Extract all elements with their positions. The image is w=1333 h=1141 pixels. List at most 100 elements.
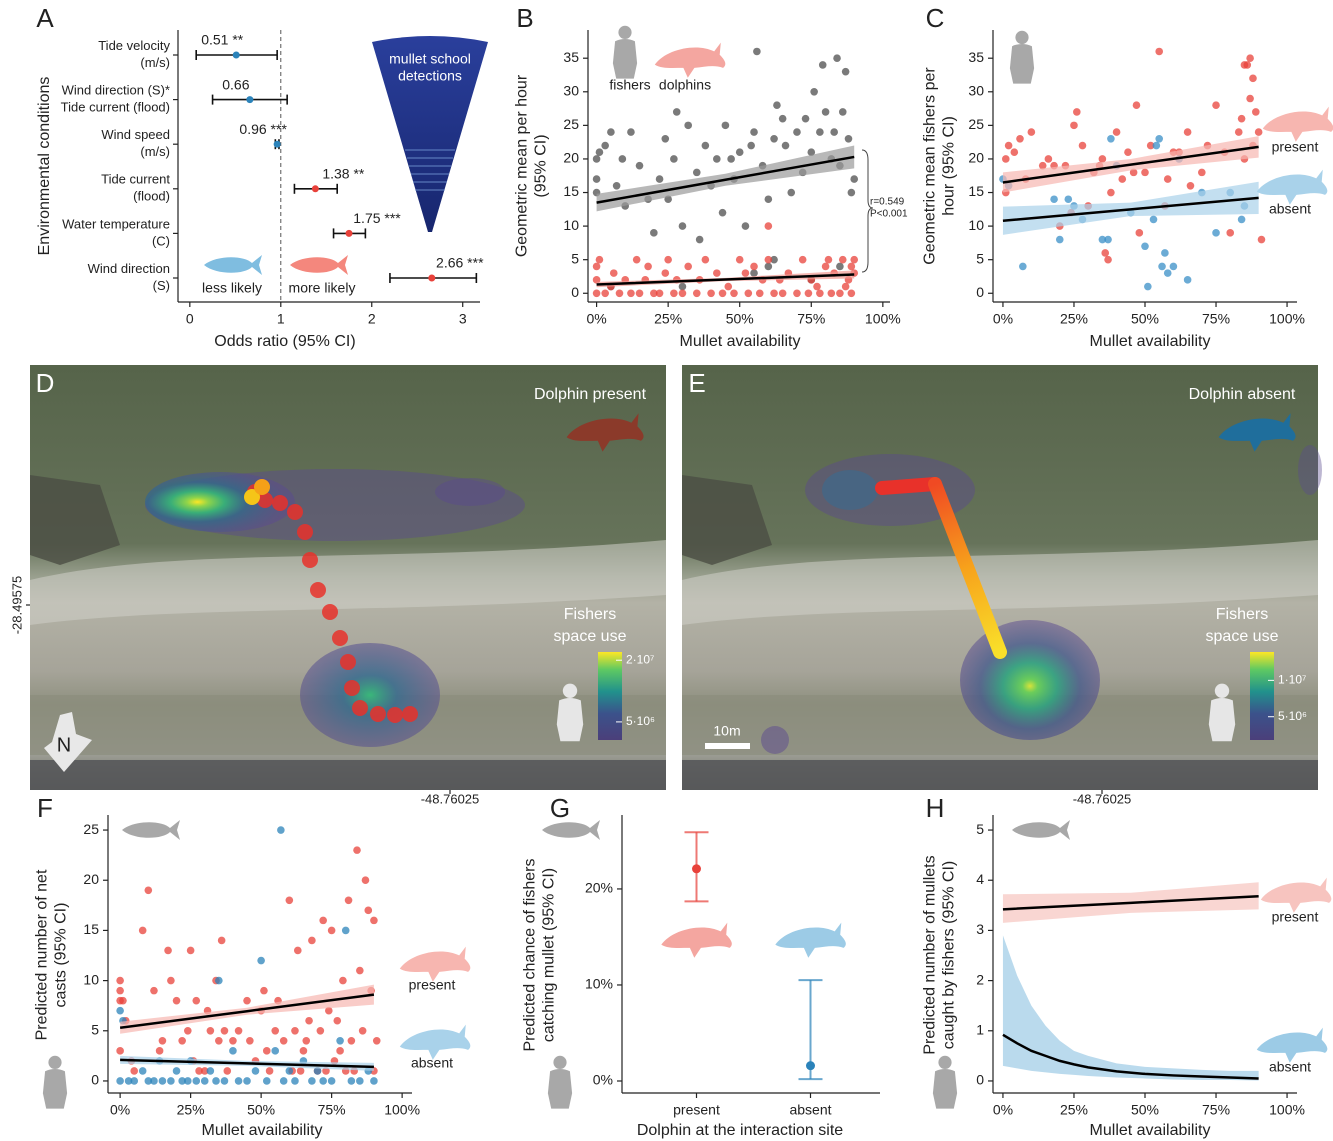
- point: [277, 826, 285, 834]
- point: [735, 148, 744, 157]
- point: [592, 175, 601, 183]
- point: [293, 946, 302, 955]
- legend-title: Fishers: [1216, 606, 1268, 623]
- point: [285, 896, 294, 905]
- dolphin-icon: [399, 946, 471, 982]
- point: [1104, 255, 1112, 264]
- point: [364, 906, 373, 915]
- point: [678, 289, 687, 298]
- point: [234, 1026, 243, 1035]
- point: [701, 141, 710, 150]
- point: [178, 1077, 186, 1085]
- point: [144, 1077, 153, 1085]
- point: [158, 1077, 167, 1085]
- y-tick-label: 20: [563, 150, 579, 166]
- panel-letter: G: [550, 793, 570, 823]
- panel-letter: H: [926, 793, 945, 823]
- y-tick-label: 3: [976, 921, 984, 937]
- point: [130, 1067, 139, 1075]
- point: [1070, 121, 1078, 130]
- point: [607, 128, 615, 136]
- point: [215, 1037, 223, 1045]
- dolphin-icon: [1218, 413, 1296, 452]
- point: [206, 1026, 215, 1035]
- point: [650, 229, 658, 237]
- y-tick-label: 30: [968, 82, 984, 98]
- y-tick-label: 1: [976, 1021, 984, 1037]
- x-tick-label: 0: [186, 311, 194, 327]
- y-tick-label: 0: [91, 1072, 99, 1088]
- y-tick-label: 10: [968, 217, 984, 233]
- point: [155, 1047, 164, 1055]
- value-label: 1.75 ***: [353, 210, 401, 226]
- y-tick-label: Water temperature: [62, 216, 170, 231]
- point: [271, 1026, 280, 1035]
- x-tick-label: 50%: [726, 311, 754, 327]
- track-point: [344, 680, 360, 696]
- point: [764, 195, 773, 204]
- track-point: [340, 654, 356, 670]
- dolphin-icon: [775, 922, 846, 958]
- fisher-body: [42, 1069, 68, 1109]
- y-tick-label: 0: [571, 284, 579, 300]
- point: [220, 1077, 229, 1085]
- point: [291, 1026, 299, 1035]
- point: [1249, 74, 1257, 83]
- point: [701, 255, 710, 264]
- point: [1237, 215, 1246, 224]
- point: [601, 289, 609, 298]
- dolphin-icon: [566, 413, 644, 452]
- fisher-icon: [612, 25, 638, 79]
- point: [265, 1067, 274, 1075]
- y-axis-label: Geometric mean per hour: [514, 74, 531, 257]
- point: [744, 289, 753, 298]
- point: [1246, 54, 1254, 63]
- density: [761, 726, 789, 754]
- point: [212, 1077, 220, 1085]
- track-point: [302, 552, 318, 568]
- point: [279, 1037, 288, 1045]
- point: [1169, 262, 1178, 271]
- point: [750, 262, 758, 271]
- point: [787, 188, 796, 197]
- point: [172, 996, 181, 1005]
- point: [1064, 195, 1073, 204]
- y-tick-label: (S): [153, 278, 170, 293]
- breakwater: [30, 760, 666, 790]
- point: [1027, 128, 1036, 136]
- fisher-icon: [556, 683, 584, 742]
- legend-label: absent: [1269, 1059, 1311, 1075]
- y-axis-label: Environmental conditions: [36, 77, 53, 256]
- point: [644, 262, 652, 271]
- point: [1183, 276, 1192, 284]
- x-axis-label: Mullet availability: [202, 1122, 323, 1139]
- y-tick-label: Wind direction (S)*: [62, 83, 170, 98]
- point: [353, 846, 361, 854]
- point: [778, 289, 787, 298]
- y-tick-label: (m/s): [140, 144, 170, 159]
- point: [615, 289, 624, 298]
- y-axis-label: Predicted number of net: [34, 869, 51, 1040]
- point: [229, 1037, 237, 1045]
- point: [316, 1026, 325, 1035]
- panel-letter: E: [688, 368, 705, 398]
- point: [807, 148, 816, 157]
- dolphin-icon: [661, 922, 732, 958]
- y-tick-label: Wind speed: [101, 127, 170, 142]
- point: [747, 141, 755, 150]
- annotation: more likely: [289, 280, 356, 296]
- point: [1149, 215, 1158, 224]
- point: [116, 976, 124, 985]
- y-tick-label: 35: [968, 49, 984, 65]
- x-tick-label: 0%: [110, 1102, 130, 1118]
- point: [1098, 235, 1107, 244]
- point: [302, 1037, 311, 1045]
- point: [299, 1047, 308, 1055]
- point: [827, 289, 836, 298]
- point: [1186, 182, 1195, 190]
- legend-label: absent: [1269, 201, 1311, 217]
- point: [1010, 148, 1019, 157]
- y-tick-label: 20: [83, 871, 99, 887]
- dolphin-icon: [1260, 877, 1332, 913]
- fisher-icon: [42, 1055, 68, 1109]
